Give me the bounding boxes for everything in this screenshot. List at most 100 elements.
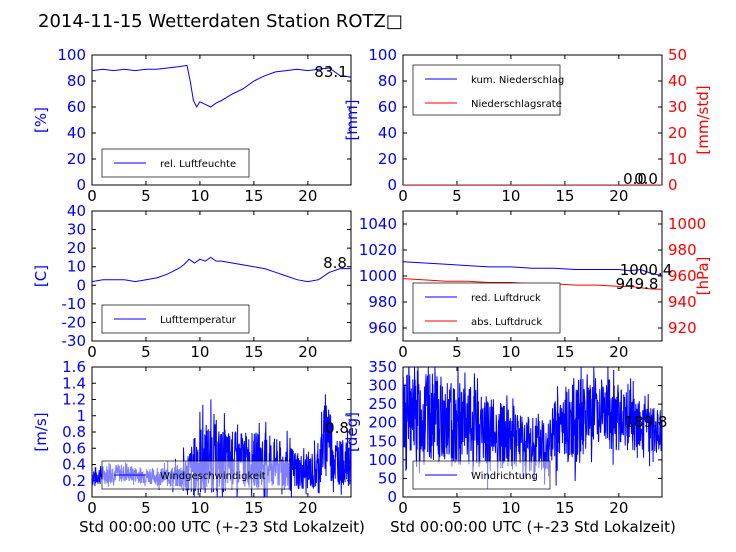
x-tick-label: 20 <box>609 343 628 361</box>
y-right-tick-label: 40 <box>668 72 687 90</box>
y-tick-label: 40 <box>378 124 397 142</box>
series-line-1 <box>92 64 351 109</box>
x-tick-label: 0 <box>398 187 408 205</box>
y-tick-label: 100 <box>368 46 397 64</box>
y-tick-label: 350 <box>368 358 397 376</box>
x-tick-label: 10 <box>501 187 520 205</box>
y-tick-label: 0.4 <box>62 456 86 474</box>
y-right-tick-label: 10 <box>668 150 687 168</box>
y-right-tick-label: 20 <box>668 124 687 142</box>
y-tick-label: 300 <box>368 377 397 395</box>
y-tick-label: -20 <box>62 313 87 331</box>
y-tick-label: 1.4 <box>62 374 86 392</box>
x-tick-label: 5 <box>141 187 151 205</box>
x-tick-label: 10 <box>501 343 520 361</box>
x-tick-label: 15 <box>555 187 574 205</box>
legend-label: abs. Luftdruck <box>471 317 542 328</box>
y-tick-label: 0 <box>76 176 86 194</box>
value-annotation: 0.0 <box>634 170 658 188</box>
series-line-1 <box>92 256 351 283</box>
x-axis-label-right: Std 00:00:00 UTC (+-23 Std Lokalzeit) <box>390 518 676 536</box>
y-axis-label: [m/s] <box>32 412 50 451</box>
y-right-tick-label: 1000 <box>668 215 706 233</box>
legend: kum. Niederschlag Niederschlagsrate <box>412 64 564 116</box>
y-tick-label: 40 <box>67 202 86 220</box>
value-annotation: 83.1 <box>314 63 347 81</box>
y-tick-label: 1.6 <box>62 358 86 376</box>
value-annotation-2: 949.8 <box>616 275 659 293</box>
y-right-tick-label: 30 <box>668 98 687 116</box>
y-tick-label: 0 <box>387 176 397 194</box>
y-tick-label: 1.2 <box>62 391 86 409</box>
y-tick-label: 10 <box>67 258 86 276</box>
legend: Windgeschwindigkeit <box>101 460 291 490</box>
x-tick-label: 15 <box>555 499 574 517</box>
legend: Windrichtung <box>412 460 551 490</box>
series-line-1 <box>403 261 662 276</box>
y-tick-label: 30 <box>67 221 86 239</box>
x-axis-label-left: Std 00:00:00 UTC (+-23 Std Lokalzeit) <box>79 518 365 536</box>
value-annotation: 1000.4 <box>620 261 673 279</box>
legend-label: Lufttemperatur <box>160 315 237 326</box>
y-tick-label: 200 <box>368 414 397 432</box>
y-tick-label: -30 <box>62 332 87 350</box>
value-annotation: 8.8 <box>323 254 347 272</box>
y-tick-label: 80 <box>378 72 397 90</box>
y-tick-label: 1000 <box>359 267 397 285</box>
legend-box <box>412 282 561 334</box>
y-right-tick-label: 920 <box>668 319 697 337</box>
y-tick-label: 60 <box>67 98 86 116</box>
chart-panel-2: 0 5 10 15 20 0 20 40 60 80 100 0 10 20 30 40 50 [mm] [mm/s… <box>343 46 712 205</box>
series-group <box>403 367 662 490</box>
legend: rel. Luftfeuchte <box>101 148 250 178</box>
y-tick-label: 0.8 <box>62 423 86 441</box>
y-tick-label: -10 <box>62 295 87 313</box>
plot-frame <box>91 210 352 342</box>
y-right-axis-label: [hPa] <box>694 257 712 296</box>
y-tick-label: 80 <box>67 72 86 90</box>
x-tick-label: 10 <box>190 499 209 517</box>
y-tick-label: 60 <box>378 98 397 116</box>
x-tick-label: 15 <box>244 499 263 517</box>
value-annotation: 189.8 <box>625 413 668 431</box>
value-annotation-2: 0.0 <box>623 170 647 188</box>
series-group <box>92 64 351 109</box>
y-axis-label: [deg] <box>343 412 361 452</box>
legend-label: red. Luftdruck <box>471 293 541 304</box>
x-tick-label: 20 <box>609 499 628 517</box>
legend-box <box>412 64 561 116</box>
chart-panel-4: 0 5 10 15 20 960 980 1000 1020 1040 920 940 960 980 10… <box>359 210 712 361</box>
chart-panel-3: 0 5 10 15 20-30-20-10010203040[C]Lufttempera… <box>32 202 352 361</box>
plot-frame <box>91 54 352 186</box>
legend-label: rel. Luftfeuchte <box>160 159 236 170</box>
legend-label: Windrichtung <box>471 471 538 482</box>
x-tick-label: 0 <box>87 343 97 361</box>
y-tick-label: 0 <box>76 488 86 506</box>
y-right-axis-label: [mm/std] <box>694 85 712 154</box>
y-tick-label: 150 <box>368 432 397 450</box>
y-right-tick-label: 0 <box>668 176 678 194</box>
legend: Lufttemperatur <box>101 304 250 334</box>
x-tick-label: 10 <box>190 187 209 205</box>
series-group <box>92 256 351 283</box>
x-tick-label: 20 <box>298 187 317 205</box>
x-tick-label: 15 <box>244 187 263 205</box>
legend-label: Windgeschwindigkeit <box>160 471 266 482</box>
y-tick-label: 1020 <box>359 241 397 259</box>
x-tick-label: 0 <box>398 499 408 517</box>
legend-label: kum. Niederschlag <box>471 75 564 86</box>
x-tick-label: 20 <box>609 187 628 205</box>
chart-panel-1: 0 5 10 15 20 0 20 40 60 80 100 [%] rel. Luftfeuchte 8… <box>32 46 352 205</box>
y-tick-label: 40 <box>67 124 86 142</box>
chart-panel-5: 0 5 10 15 2000.20.40.60.811.21.41.6[m/s]Wind… <box>32 358 352 517</box>
y-tick-label: 980 <box>368 293 397 311</box>
y-tick-label: 100 <box>57 46 86 64</box>
y-tick-label: 20 <box>67 150 86 168</box>
x-tick-label: 0 <box>398 343 408 361</box>
y-tick-label: 50 <box>378 469 397 487</box>
legend-label: Niederschlagsrate <box>471 99 562 110</box>
y-tick-label: 250 <box>368 395 397 413</box>
x-tick-label: 5 <box>452 187 462 205</box>
x-tick-label: 5 <box>452 499 462 517</box>
